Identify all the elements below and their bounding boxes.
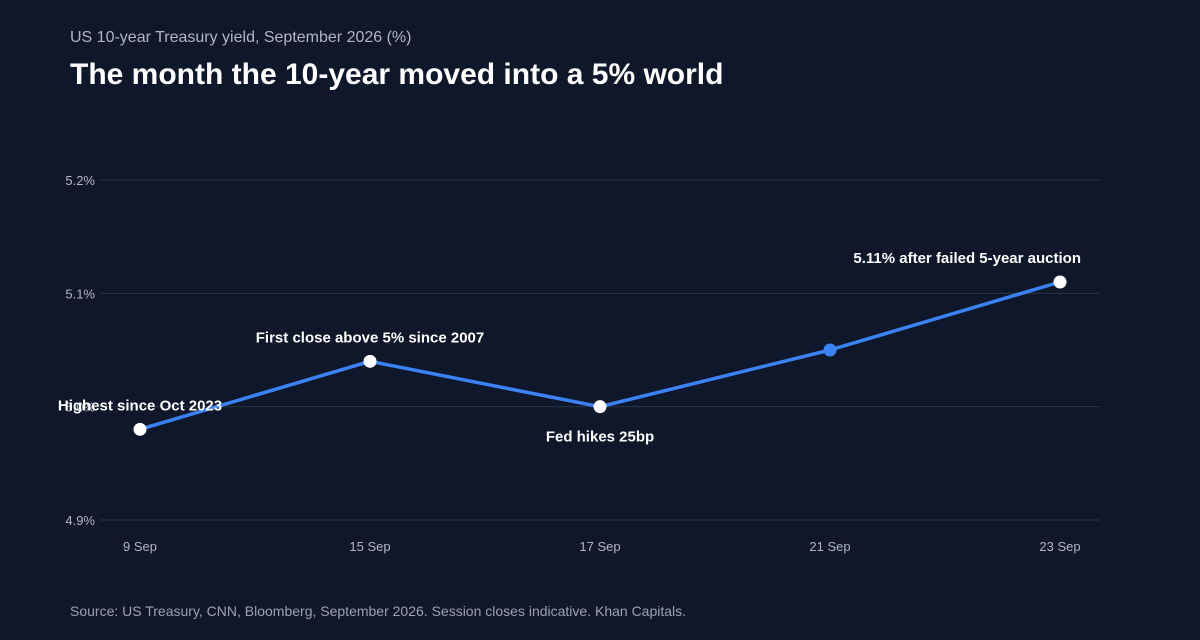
grid-layer <box>100 179 1100 521</box>
annotations: Highest since Oct 2023 First close above … <box>58 250 1081 446</box>
highlighted-data-point <box>133 422 147 436</box>
y-tick-label: 5.2% <box>65 173 95 188</box>
x-tick-label: 15 Sep <box>349 539 390 554</box>
x-tick-label: 17 Sep <box>579 539 620 554</box>
annotation-label: Fed hikes 25bp <box>546 429 654 446</box>
x-tick-label: 21 Sep <box>809 539 850 554</box>
annotation-label: First close above 5% since 2007 <box>256 329 484 346</box>
highlighted-data-point <box>363 354 377 368</box>
highlighted-data-point <box>593 400 607 414</box>
annotation-label: 5.11% after failed 5-year auction <box>853 250 1081 267</box>
x-tick-label: 23 Sep <box>1039 539 1080 554</box>
data-points <box>133 275 1067 436</box>
highlighted-data-point <box>1053 275 1067 289</box>
y-tick-label: 5.1% <box>65 286 95 301</box>
y-axis-ticks: 4.9% 5.0% 5.1% 5.2% <box>65 173 95 528</box>
x-tick-label: 9 Sep <box>123 539 157 554</box>
chart-subtitle: US 10-year Treasury yield, September 202… <box>70 29 412 46</box>
data-point <box>823 343 837 357</box>
y-tick-label: 5.0% <box>65 400 95 415</box>
annotation-label: Highest since Oct 2023 <box>58 397 222 414</box>
source-note: Source: US Treasury, CNN, Bloomberg, Sep… <box>70 603 687 619</box>
y-tick-label: 4.9% <box>65 513 95 528</box>
x-axis-ticks: 9 Sep 15 Sep 17 Sep 21 Sep 23 Sep <box>123 539 1081 554</box>
chart-title: The month the 10-year moved into a 5% wo… <box>70 58 724 91</box>
